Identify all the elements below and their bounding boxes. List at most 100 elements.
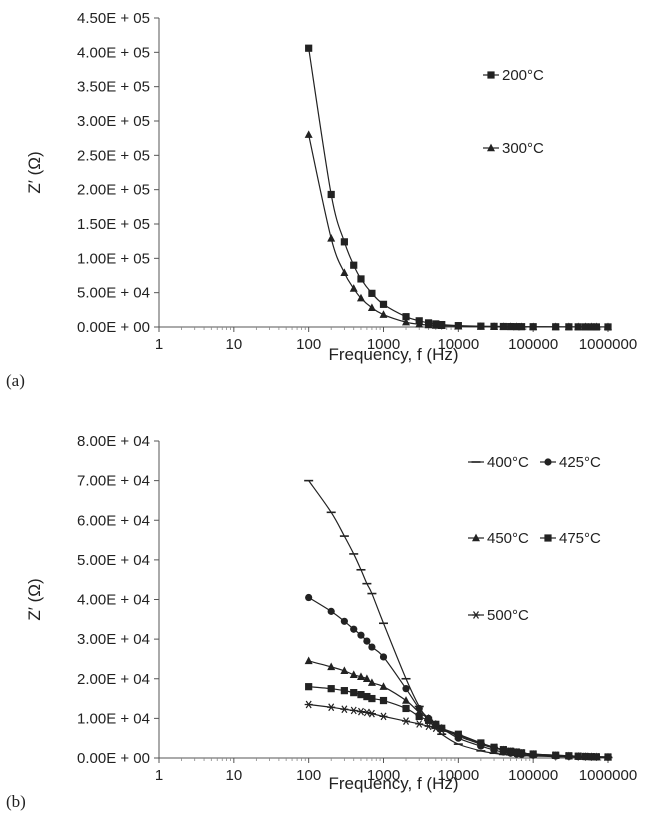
data-point (402, 696, 411, 704)
y-tick-label: 7.00E + 04 (77, 473, 150, 490)
data-point (454, 731, 463, 739)
series-300C (304, 130, 612, 331)
data-point (512, 748, 521, 756)
legend-entry: 200°C (483, 67, 544, 84)
data-point (415, 712, 423, 720)
data-point (357, 631, 365, 639)
data-point (402, 704, 410, 713)
y-tick-label: 2.00E + 05 (77, 182, 150, 199)
data-point (350, 689, 358, 697)
data-point (454, 321, 463, 330)
data-point (517, 749, 526, 757)
legend-label: 450°C (487, 530, 529, 547)
data-point (356, 293, 365, 302)
legend-label: 425°C (559, 454, 601, 471)
data-point (379, 696, 388, 705)
series-500C (304, 700, 612, 761)
data-point (604, 322, 612, 331)
x-tick-label: 1 (155, 767, 163, 784)
legend-entry: 475°C (540, 530, 601, 547)
data-point (304, 700, 313, 709)
data-point (327, 607, 335, 615)
chart-panel-b: 0.00E + 00 1.00E + 04 2.00E + 04 3.00E + 04… (6, 433, 637, 811)
x-tick-label: 10000 (437, 767, 479, 784)
y-tick-label: 1.00E + 05 (77, 250, 150, 267)
data-point (592, 752, 601, 761)
y-tick-label: 3.50E + 05 (77, 79, 150, 96)
y-tick-label: 5.00E + 04 (77, 552, 150, 569)
x-tick-label: 100000 (508, 767, 558, 784)
data-point (424, 716, 433, 724)
data-point (340, 617, 348, 625)
y-tick-label: 4.00E + 05 (77, 44, 150, 61)
data-point (499, 322, 508, 330)
x-tick-label: 100 (296, 336, 321, 353)
y-tick-label: 1.00E + 04 (77, 710, 150, 727)
data-point (424, 722, 433, 731)
data-point (587, 322, 596, 331)
data-point (340, 687, 348, 695)
series-200C (305, 44, 612, 331)
data-point (368, 643, 376, 651)
data-point (349, 284, 358, 292)
data-point (490, 743, 499, 752)
x-tick-label: 10 (225, 336, 242, 353)
series-line (308, 480, 609, 759)
data-point (367, 678, 376, 686)
x-tick-label: 1 (155, 336, 163, 353)
series-line (308, 134, 609, 328)
y-tick-label: 2.50E + 05 (77, 147, 150, 164)
data-point (512, 322, 521, 331)
series-line (308, 686, 609, 758)
legend-marker (544, 534, 552, 542)
data-point (305, 683, 313, 691)
y-tick-label: 0.00E + 00 (77, 750, 150, 767)
y-tick-label: 0.00E + 00 (77, 319, 150, 336)
y-tick-label: 8.00E + 04 (77, 433, 150, 450)
data-point (327, 685, 335, 693)
data-point (340, 666, 349, 675)
data-point (327, 662, 336, 671)
data-point (363, 692, 371, 701)
series-400C (304, 479, 613, 759)
data-point (402, 317, 411, 326)
data-point (529, 750, 538, 758)
data-point (327, 190, 335, 199)
data-point (415, 319, 424, 328)
legend-entry: 400°C (468, 454, 529, 471)
x-tick-label: 1000 (367, 336, 400, 353)
data-point (367, 709, 376, 718)
data-point (340, 268, 349, 276)
data-point (327, 234, 336, 242)
data-point (379, 712, 388, 721)
chart-panel-a: 0.00E + 00 5.00E + 04 1.00E + 05 1.50E + 05… (6, 10, 637, 390)
data-point (432, 720, 440, 728)
x-axis-title: Frequency, f (Hz) (328, 345, 458, 364)
data-point (415, 720, 424, 728)
data-point (357, 275, 365, 283)
y-tick-label: 4.50E + 05 (77, 10, 150, 27)
y-tick-label: 4.00E + 04 (77, 592, 150, 609)
data-point (402, 313, 410, 321)
data-point (581, 322, 590, 331)
x-tick-label: 10000 (437, 336, 479, 353)
data-point (499, 745, 508, 754)
data-point (363, 637, 371, 645)
data-point (476, 322, 485, 330)
legend-entry: 300°C (483, 140, 544, 157)
x-tick-label: 10 (225, 767, 242, 784)
data-point (476, 739, 485, 748)
x-tick-label: 1000000 (579, 767, 637, 784)
legend-label: 400°C (487, 454, 529, 471)
y-axis-title: Z′ (Ω) (25, 151, 44, 193)
data-point (367, 303, 376, 311)
data-point (362, 674, 371, 682)
data-point (340, 238, 348, 246)
data-point (574, 322, 583, 331)
data-point (564, 751, 573, 760)
data-point (379, 310, 388, 318)
legend-marker (487, 143, 495, 152)
data-point (356, 672, 365, 680)
data-point (506, 322, 515, 330)
